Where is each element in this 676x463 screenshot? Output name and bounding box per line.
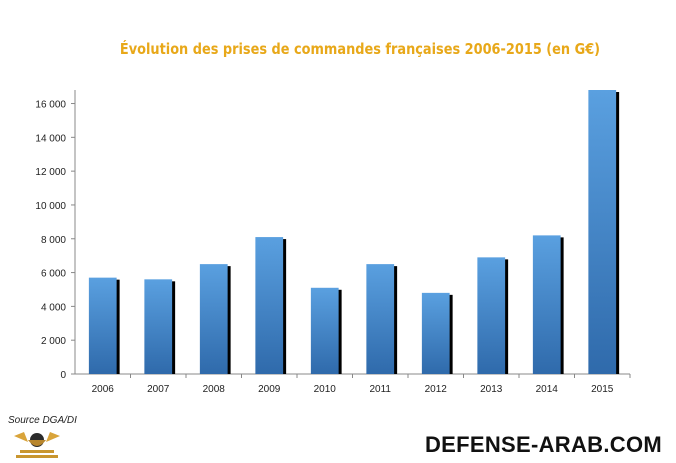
y-tick-label: 12 000 — [35, 167, 66, 178]
bar-group — [88, 90, 620, 374]
x-tick-label: 2012 — [425, 384, 448, 395]
x-tick-label: 2014 — [536, 384, 559, 395]
y-tick-label: 10 000 — [35, 201, 66, 212]
bar-2012 — [421, 292, 450, 374]
bar-2015 — [588, 90, 617, 374]
x-tick-label: 2010 — [314, 384, 337, 395]
x-tick-label: 2008 — [203, 384, 226, 395]
x-tick-label: 2011 — [369, 384, 391, 395]
y-tick-label: 14 000 — [35, 133, 66, 144]
x-tick-label: 2009 — [258, 384, 281, 395]
x-tick-label: 2006 — [92, 384, 115, 395]
x-tick-label: 2013 — [480, 384, 503, 395]
bar-2008 — [199, 264, 228, 374]
bar-2013 — [477, 257, 506, 374]
watermark: DEFENSE-ARAB.COM — [424, 432, 662, 457]
y-tick-label: 4 000 — [41, 302, 66, 313]
x-tick-label: 2015 — [591, 384, 614, 395]
bar-2010 — [310, 287, 339, 374]
source-label: Source DGA/DI — [8, 415, 77, 426]
x-tick-labels: 2006 2007 2008 2009 2010 2011 2012 2013 2014 2015 — [92, 384, 614, 395]
site-logo — [14, 432, 60, 458]
bar-2011 — [366, 264, 395, 374]
bar-2007 — [144, 279, 173, 374]
bar-2014 — [532, 235, 561, 374]
y-tick-label: 6 000 — [41, 269, 66, 280]
bar-2006 — [88, 277, 117, 374]
y-tick-label: 0 — [60, 370, 66, 381]
bar-2009 — [255, 237, 284, 374]
y-tick-label: 16 000 — [35, 100, 66, 111]
y-tick-label: 8 000 — [41, 235, 66, 246]
y-tick-label: 2 000 — [41, 336, 66, 347]
y-tick-labels: 0 2 000 4 000 6 000 8 000 10 000 12 000 14 000 1… — [35, 100, 66, 381]
chart-title: Évolution des prises de commandes frança… — [119, 40, 601, 58]
x-tick-label: 2007 — [147, 384, 170, 395]
